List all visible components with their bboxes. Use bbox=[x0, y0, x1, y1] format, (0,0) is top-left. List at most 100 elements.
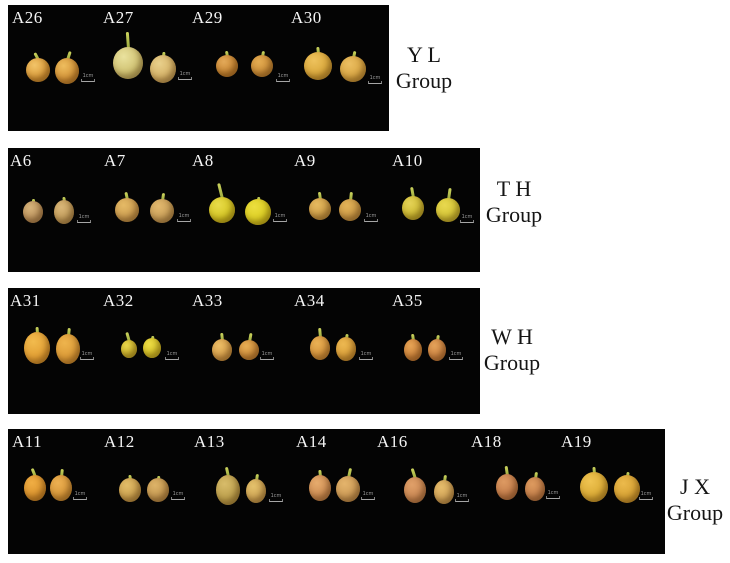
fruit-a27-1 bbox=[113, 47, 143, 79]
sample-label-a29: A29 bbox=[192, 8, 223, 27]
scale-bar-label: 1cm bbox=[178, 213, 190, 219]
scale-bar: 1cm bbox=[455, 494, 469, 502]
scale-bar-line bbox=[171, 497, 185, 500]
group-label-line2: Group bbox=[485, 202, 543, 227]
scale-bar-label: 1cm bbox=[456, 493, 468, 499]
fruit-a8-1 bbox=[209, 197, 235, 223]
scale-bar-line bbox=[455, 499, 469, 502]
fruit-a16-2 bbox=[434, 480, 454, 504]
scale-bar: 1cm bbox=[364, 214, 378, 222]
fruit-a11-1 bbox=[24, 475, 46, 501]
fruit-a33-2 bbox=[239, 340, 259, 360]
scale-bar: 1cm bbox=[273, 214, 287, 222]
scale-bar-line bbox=[80, 357, 94, 360]
scale-bar: 1cm bbox=[178, 72, 192, 80]
fruit-a34-2 bbox=[336, 337, 356, 361]
fruit-a29-2 bbox=[251, 55, 273, 77]
fruit-a12-1 bbox=[119, 478, 141, 502]
fruit-a18-2 bbox=[525, 477, 545, 501]
sample-label-a31: A31 bbox=[10, 291, 41, 310]
fruit-a12-2 bbox=[147, 478, 169, 502]
scale-bar-label: 1cm bbox=[362, 491, 374, 497]
sample-label-a32: A32 bbox=[103, 291, 134, 310]
sample-label-a6: A6 bbox=[10, 151, 32, 170]
fruit-a9-2 bbox=[339, 199, 361, 221]
group-label-jx: J X Group bbox=[667, 474, 723, 526]
fruit-a19-1 bbox=[580, 472, 608, 502]
group-label-line1: W H bbox=[491, 324, 533, 349]
scale-bar-line bbox=[361, 497, 375, 500]
sample-label-a30: A30 bbox=[291, 8, 322, 27]
scale-bar-line bbox=[178, 77, 192, 80]
fruit-a30-2 bbox=[340, 56, 366, 82]
scale-bar-line bbox=[73, 497, 87, 500]
fruit-a32-1 bbox=[121, 340, 137, 358]
scale-bar: 1cm bbox=[177, 214, 191, 222]
group-label-line1: T H bbox=[496, 176, 532, 201]
fruit-a30-1 bbox=[304, 52, 332, 80]
scale-bar-line bbox=[639, 497, 653, 500]
panel-wh-group: A31 1cm A32 1cm A33 1cm A34 1cm A35 1cm bbox=[8, 288, 480, 414]
scale-bar-label: 1cm bbox=[461, 214, 473, 220]
sample-label-a34: A34 bbox=[294, 291, 325, 310]
scale-bar: 1cm bbox=[359, 352, 373, 360]
scale-bar-line bbox=[276, 79, 290, 82]
fruit-a19-2 bbox=[614, 475, 640, 503]
group-label-line1: Y L bbox=[406, 42, 441, 67]
group-label-wh: W H Group bbox=[484, 324, 540, 376]
scale-bar-label: 1cm bbox=[274, 213, 286, 219]
fruit-a14-2 bbox=[336, 476, 360, 502]
fruit-a26-2 bbox=[55, 58, 79, 84]
scale-bar-line bbox=[177, 219, 191, 222]
scale-bar-label: 1cm bbox=[179, 71, 191, 77]
scale-bar-label: 1cm bbox=[365, 213, 377, 219]
scale-bar: 1cm bbox=[269, 494, 283, 502]
scale-bar-label: 1cm bbox=[270, 493, 282, 499]
fruit-a32-2 bbox=[143, 338, 161, 358]
scale-bar-label: 1cm bbox=[369, 75, 381, 81]
group-label-line1: J X bbox=[680, 474, 710, 499]
sample-label-a18: A18 bbox=[471, 432, 502, 451]
scale-bar: 1cm bbox=[81, 74, 95, 82]
scale-bar-label: 1cm bbox=[277, 73, 289, 79]
scale-bar-line bbox=[260, 357, 274, 360]
scale-bar-label: 1cm bbox=[172, 491, 184, 497]
scale-bar: 1cm bbox=[546, 491, 560, 499]
fruit-a27-2 bbox=[150, 55, 176, 83]
scale-bar-label: 1cm bbox=[78, 214, 90, 220]
sample-label-a11: A11 bbox=[12, 432, 43, 451]
fruit-a10-2 bbox=[436, 198, 460, 222]
scale-bar: 1cm bbox=[165, 352, 179, 360]
group-label-th: T H Group bbox=[486, 176, 542, 228]
scale-bar-line bbox=[77, 220, 91, 223]
fruit-a11-2 bbox=[50, 475, 72, 501]
fruit-a13-2 bbox=[246, 479, 266, 503]
scale-bar-label: 1cm bbox=[450, 351, 462, 357]
sample-label-a9: A9 bbox=[294, 151, 316, 170]
scale-bar: 1cm bbox=[171, 492, 185, 500]
sample-label-a35: A35 bbox=[392, 291, 423, 310]
scale-bar-label: 1cm bbox=[166, 351, 178, 357]
scale-bar: 1cm bbox=[368, 76, 382, 84]
sample-label-a8: A8 bbox=[192, 151, 214, 170]
scale-bar-line bbox=[364, 219, 378, 222]
sample-label-a12: A12 bbox=[104, 432, 135, 451]
scale-bar-line bbox=[368, 81, 382, 84]
group-label-yl: Y L Group bbox=[396, 42, 452, 94]
scale-bar: 1cm bbox=[449, 352, 463, 360]
sample-label-a33: A33 bbox=[192, 291, 223, 310]
scale-bar-label: 1cm bbox=[261, 351, 273, 357]
scale-bar: 1cm bbox=[460, 215, 474, 223]
sample-label-a19: A19 bbox=[561, 432, 592, 451]
scale-bar: 1cm bbox=[73, 492, 87, 500]
fruit-a31-2 bbox=[56, 334, 80, 364]
group-label-line2: Group bbox=[483, 350, 541, 375]
fruit-a26-1 bbox=[26, 58, 50, 82]
fruit-a6-2 bbox=[54, 200, 74, 224]
fruit-a14-1 bbox=[309, 475, 331, 501]
group-label-line2: Group bbox=[666, 500, 724, 525]
scale-bar: 1cm bbox=[77, 215, 91, 223]
scale-bar-line bbox=[449, 357, 463, 360]
sample-label-a27: A27 bbox=[103, 8, 134, 27]
scale-bar-line bbox=[546, 496, 560, 499]
